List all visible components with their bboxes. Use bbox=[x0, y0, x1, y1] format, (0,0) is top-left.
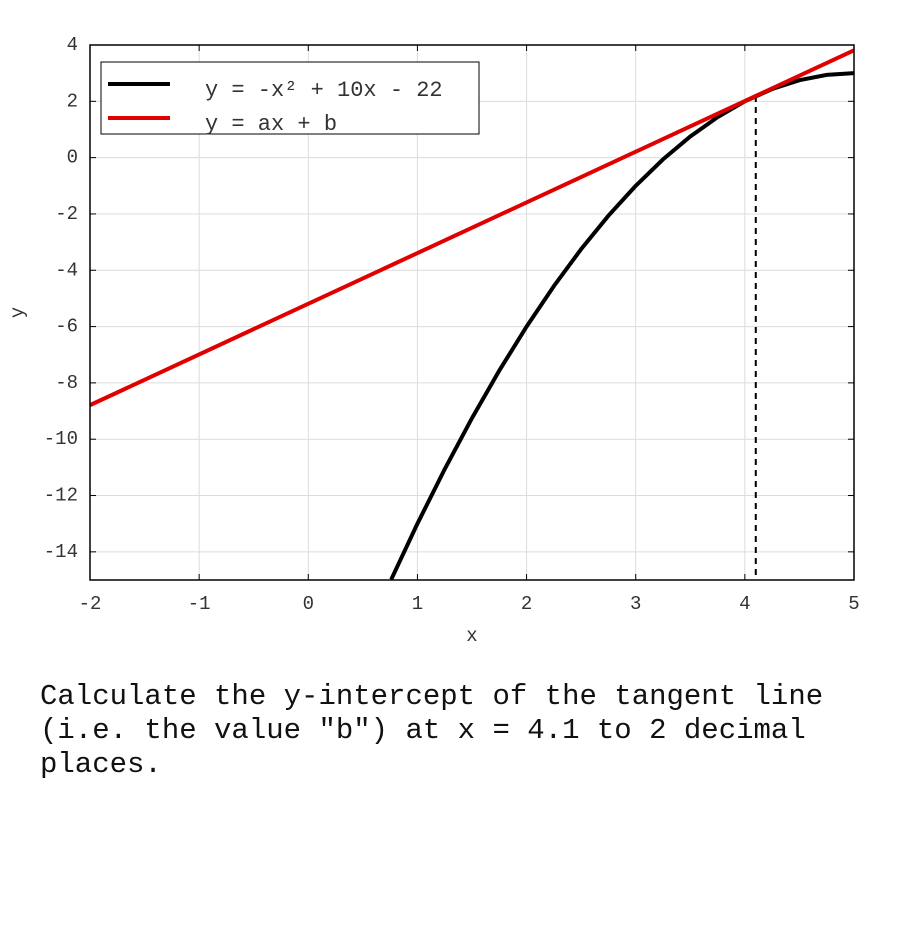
legend-box bbox=[100, 61, 480, 135]
x-tick-label: 5 bbox=[848, 593, 859, 615]
plot-frame bbox=[89, 44, 855, 581]
legend-label: y = -x² + 10x - 22 bbox=[205, 78, 443, 103]
y-tick-label: 2 bbox=[67, 90, 78, 112]
x-tick-label: 1 bbox=[412, 593, 423, 615]
x-tick-label: -2 bbox=[79, 593, 102, 615]
y-tick-label: -10 bbox=[44, 428, 78, 450]
y-tick-label: -2 bbox=[55, 203, 78, 225]
x-tick-label: 0 bbox=[303, 593, 314, 615]
y-tick-label: -12 bbox=[44, 485, 78, 507]
question-text: Calculate the y-intercept of the tangent… bbox=[40, 680, 824, 781]
y-tick-label: -6 bbox=[55, 316, 78, 338]
x-tick-label: -1 bbox=[188, 593, 211, 615]
x-tick-label: 2 bbox=[521, 593, 532, 615]
y-tick-label: 4 bbox=[67, 34, 78, 56]
legend-label: y = ax + b bbox=[205, 112, 337, 137]
x-axis-label: x bbox=[466, 625, 477, 647]
y-tick-label: -8 bbox=[55, 372, 78, 394]
y-axis-label: y bbox=[7, 307, 29, 318]
y-tick-label: -14 bbox=[44, 541, 78, 563]
y-tick-label: 0 bbox=[67, 147, 78, 169]
x-tick-label: 3 bbox=[630, 593, 641, 615]
y-tick-label: -4 bbox=[55, 259, 78, 281]
series-line bbox=[90, 48, 854, 407]
x-tick-label: 4 bbox=[739, 593, 750, 615]
